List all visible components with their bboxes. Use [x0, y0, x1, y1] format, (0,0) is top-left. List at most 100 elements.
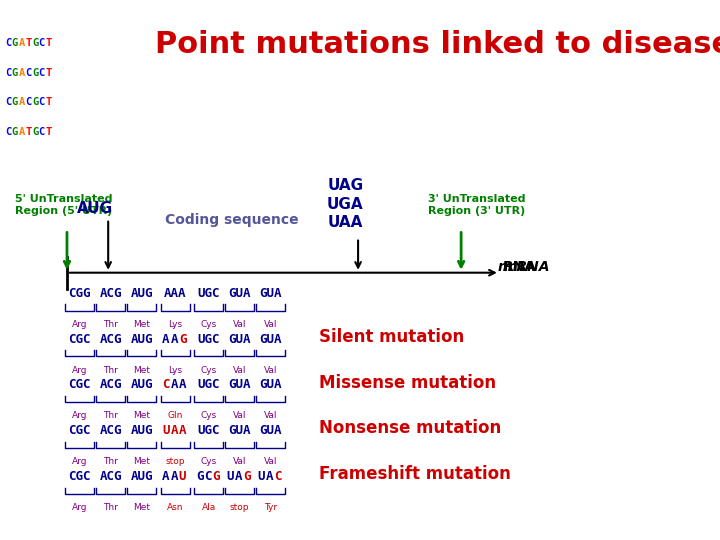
Text: ACG: ACG [99, 333, 122, 346]
Text: Val: Val [233, 366, 246, 375]
Text: Met: Met [133, 503, 150, 512]
Text: C: C [39, 68, 45, 78]
Text: GUA: GUA [228, 424, 251, 437]
Text: AUG: AUG [130, 424, 153, 437]
Text: Cys: Cys [201, 320, 217, 329]
Text: Arg: Arg [72, 320, 88, 329]
Text: A: A [235, 470, 243, 483]
Text: Thr: Thr [104, 366, 118, 375]
Text: Arg: Arg [72, 366, 88, 375]
Text: stop: stop [166, 457, 185, 467]
Text: ACG: ACG [99, 379, 122, 392]
Text: A: A [162, 333, 170, 346]
Text: C: C [274, 470, 282, 483]
Text: GUA: GUA [228, 287, 251, 300]
Text: G: G [243, 470, 251, 483]
Text: T: T [45, 68, 52, 78]
Text: UAG
UGA
UAA: UAG UGA UAA [327, 178, 364, 231]
Text: stop: stop [230, 503, 249, 512]
Text: C: C [25, 97, 32, 107]
Text: Arg: Arg [72, 503, 88, 512]
Text: C: C [5, 97, 12, 107]
Text: G: G [12, 38, 18, 48]
Text: Thr: Thr [104, 320, 118, 329]
Text: U: U [258, 470, 265, 483]
Text: AUG: AUG [130, 470, 153, 483]
Text: ACG: ACG [99, 424, 122, 437]
Text: Met: Met [133, 366, 150, 375]
Text: Val: Val [233, 320, 246, 329]
Text: Arg: Arg [72, 411, 88, 421]
Text: AAA: AAA [164, 287, 186, 300]
Text: G: G [32, 38, 38, 48]
Text: U: U [179, 470, 186, 483]
Text: G: G [32, 97, 38, 107]
Text: Met: Met [133, 411, 150, 421]
Text: A: A [179, 379, 186, 392]
Text: Val: Val [264, 366, 277, 375]
Text: G: G [12, 68, 18, 78]
Text: GUA: GUA [228, 379, 251, 392]
Text: A: A [171, 470, 178, 483]
Text: CGC: CGC [68, 470, 91, 483]
Text: CGC: CGC [68, 333, 91, 346]
Text: A: A [266, 470, 274, 483]
Text: mRNA: mRNA [503, 260, 550, 274]
Text: G: G [32, 68, 38, 78]
Text: UGC: UGC [197, 379, 220, 392]
Text: CGG: CGG [68, 287, 91, 300]
Text: G: G [196, 470, 203, 483]
Text: Val: Val [264, 457, 277, 467]
Text: C: C [162, 379, 170, 392]
Text: Thr: Thr [104, 457, 118, 467]
Text: Silent mutation: Silent mutation [320, 328, 464, 346]
Text: C: C [39, 97, 45, 107]
Text: Met: Met [133, 320, 150, 329]
Text: 5' UnTranslated
Region (5' UTR): 5' UnTranslated Region (5' UTR) [15, 194, 113, 216]
Text: Lys: Lys [168, 366, 182, 375]
Text: Nonsense mutation: Nonsense mutation [320, 420, 502, 437]
Text: Cys: Cys [201, 366, 217, 375]
Text: Cys: Cys [201, 411, 217, 421]
Text: RNA: RNA [503, 260, 536, 274]
Text: AUG: AUG [130, 287, 153, 300]
Text: C: C [5, 38, 12, 48]
Text: UGC: UGC [197, 287, 220, 300]
Text: ACG: ACG [99, 470, 122, 483]
Text: CGC: CGC [68, 424, 91, 437]
Text: UGC: UGC [197, 424, 220, 437]
Text: C: C [25, 68, 32, 78]
Text: G: G [32, 127, 38, 137]
Text: GUA: GUA [259, 287, 282, 300]
Text: G: G [179, 333, 186, 346]
Text: G: G [12, 127, 18, 137]
Text: T: T [25, 38, 32, 48]
Text: Cys: Cys [201, 457, 217, 467]
Text: AUG: AUG [77, 201, 113, 216]
Text: C: C [39, 127, 45, 137]
Text: A: A [171, 379, 178, 392]
Text: A: A [179, 424, 186, 437]
Text: ACG: ACG [99, 287, 122, 300]
Text: Gln: Gln [168, 411, 183, 421]
Text: Val: Val [233, 411, 246, 421]
Text: 3' UnTranslated
Region (3' UTR): 3' UnTranslated Region (3' UTR) [428, 194, 525, 216]
Text: Met: Met [133, 457, 150, 467]
Text: Lys: Lys [168, 320, 182, 329]
Text: C: C [39, 38, 45, 48]
Text: GUA: GUA [259, 379, 282, 392]
Text: Arg: Arg [72, 457, 88, 467]
Text: C: C [204, 470, 212, 483]
Text: A: A [19, 127, 24, 137]
Text: T: T [45, 38, 52, 48]
Text: A: A [171, 333, 178, 346]
Text: T: T [45, 127, 52, 137]
Text: T: T [45, 97, 52, 107]
Text: Frameshift mutation: Frameshift mutation [320, 465, 511, 483]
Text: UGC: UGC [197, 333, 220, 346]
Text: GUA: GUA [259, 424, 282, 437]
Text: GUA: GUA [259, 333, 282, 346]
Text: Asn: Asn [167, 503, 184, 512]
Text: A: A [19, 38, 24, 48]
Text: C: C [5, 68, 12, 78]
